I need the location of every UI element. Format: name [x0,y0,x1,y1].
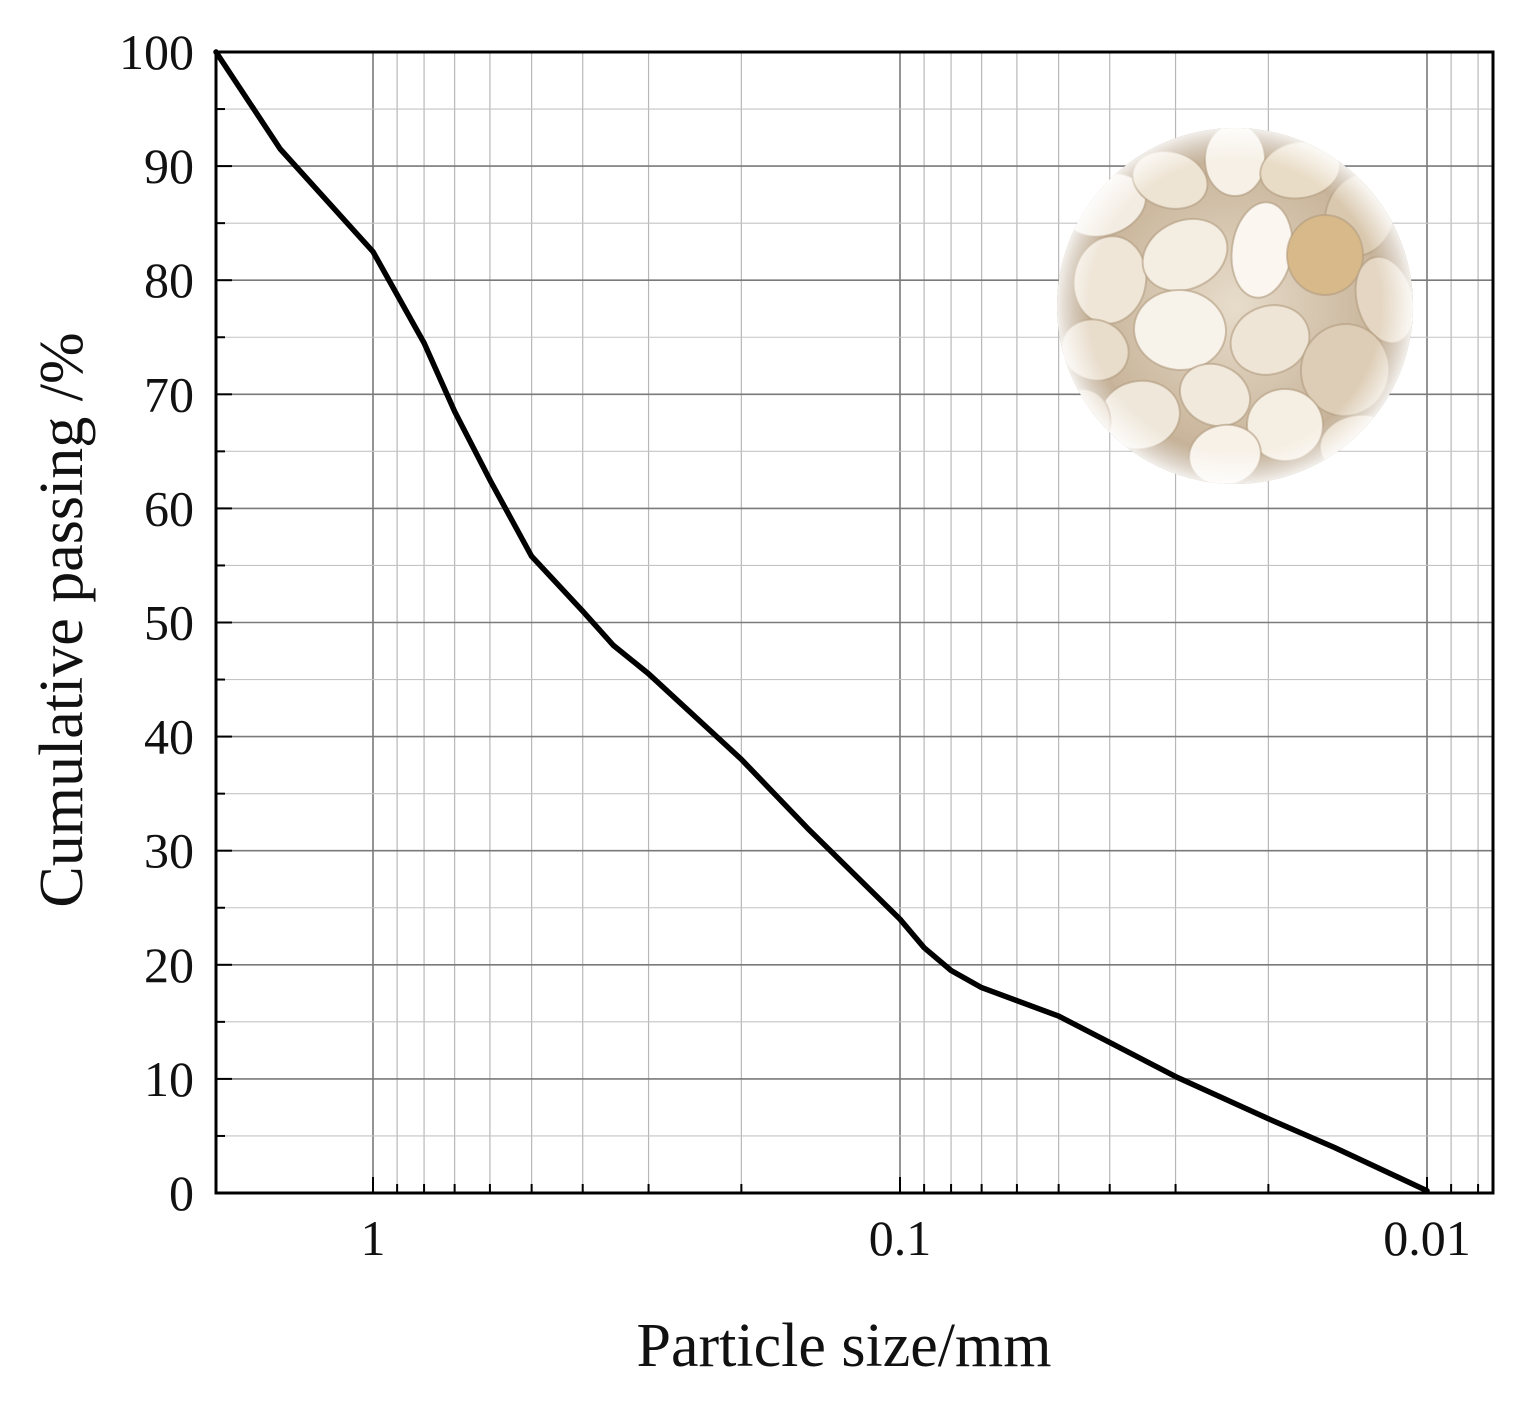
y-tick-label: 90 [144,138,194,194]
y-tick-label: 30 [144,823,194,879]
y-tick-label: 20 [144,937,194,993]
y-tick-label: 80 [144,252,194,308]
sand-sample-photo [1057,128,1413,484]
curve-line [213,49,1430,1194]
x-axis-title: Particle size/mm [637,1312,1052,1380]
y-tick-label: 70 [144,366,194,422]
y-tick-label: 60 [144,480,194,536]
x-tick-label: 0.01 [1383,1210,1471,1266]
y-axis-title: Cumulative passing /% [28,332,96,907]
y-tick-label: 50 [144,595,194,651]
y-tick-label: 40 [144,709,194,765]
axis-ticks [216,51,1480,1194]
x-tick-label: 0.1 [869,1210,932,1266]
y-tick-label: 10 [144,1051,194,1107]
y-tick-label: 100 [119,24,194,80]
x-tick-label: 1 [361,1210,386,1266]
tick-labels: 0 10 20 30 40 50 60 70 80 90 100 1 0.1 0.01 [119,24,1471,1266]
y-tick-label: 0 [169,1165,194,1221]
passing-curve [213,49,1430,1194]
